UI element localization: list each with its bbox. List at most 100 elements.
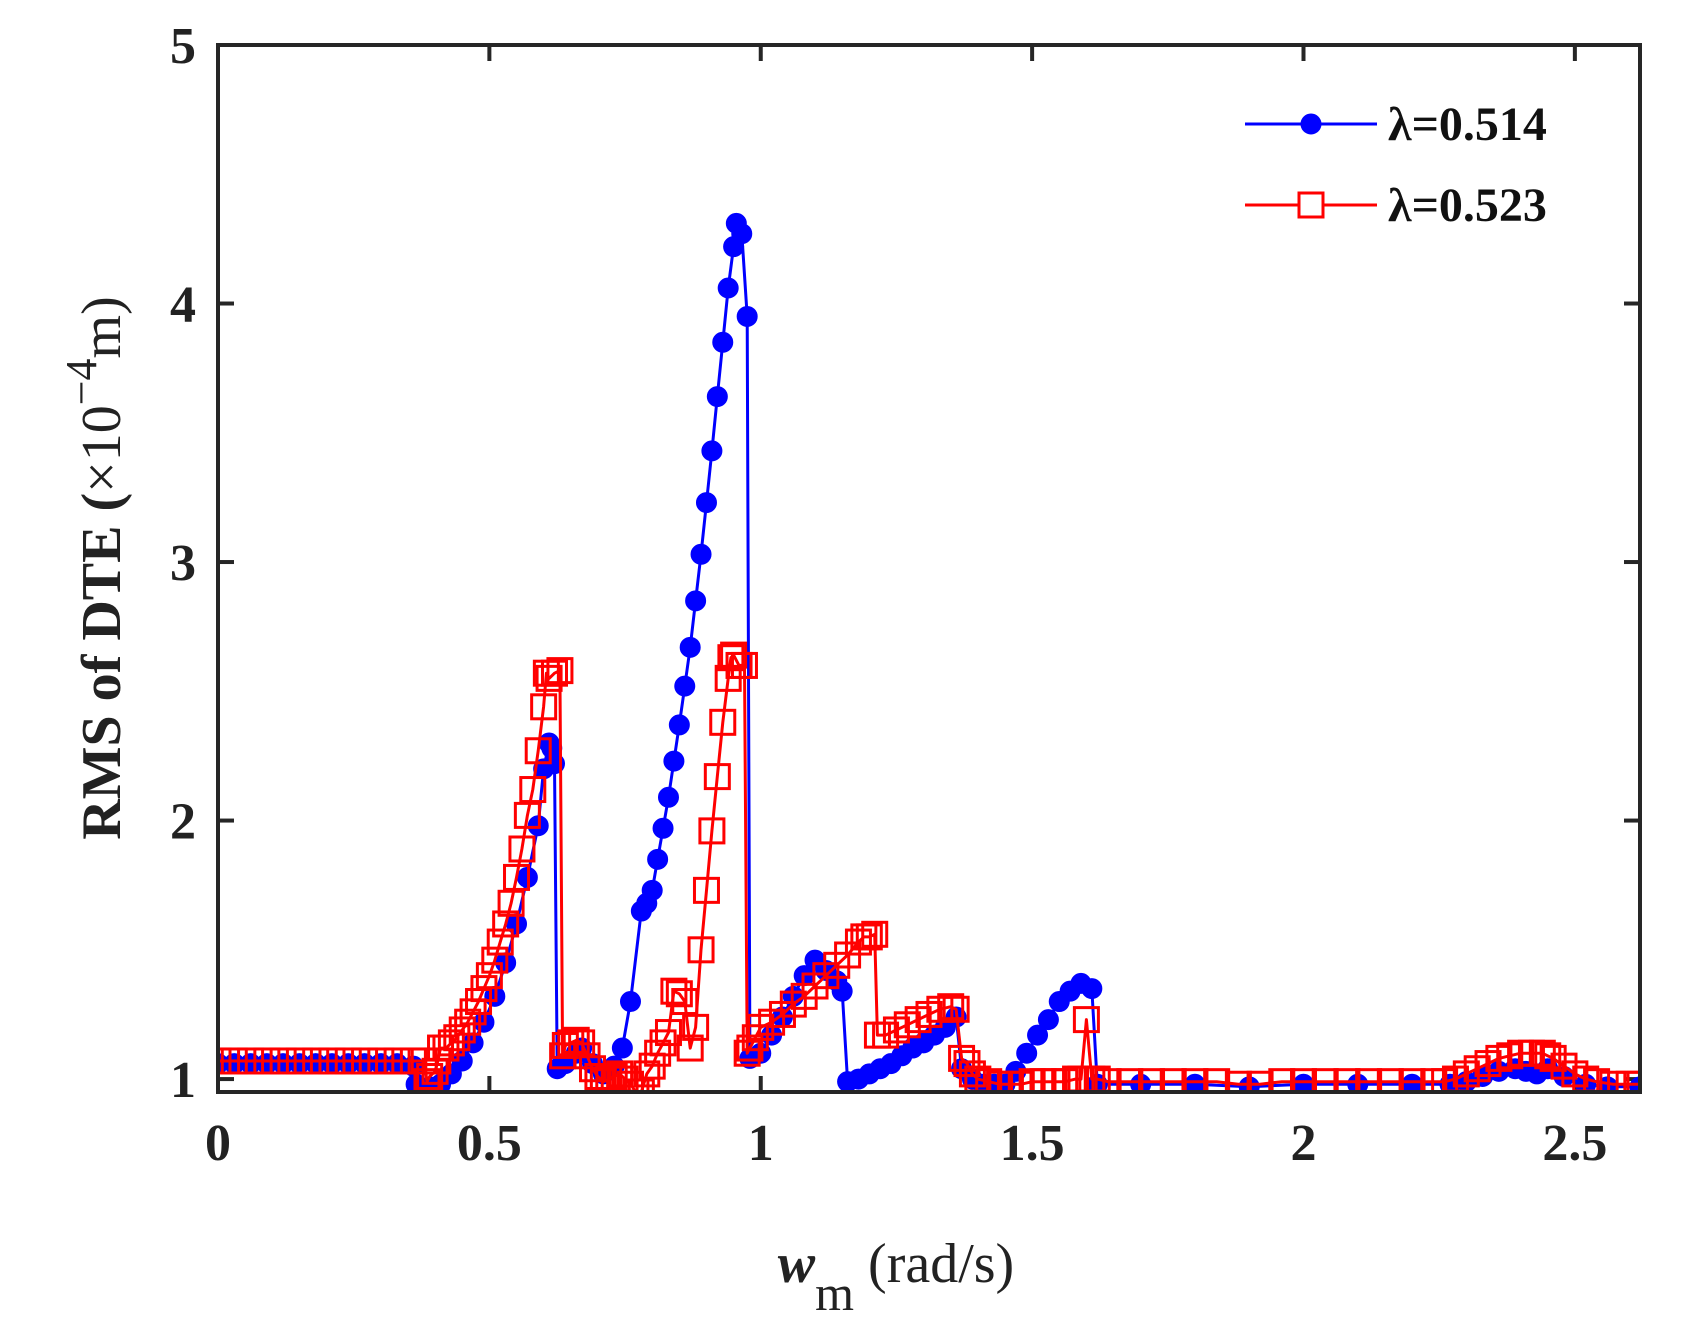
data-point: [1333, 1068, 1361, 1092]
data-point: [730, 651, 758, 679]
y-tick-label: 4: [170, 277, 196, 334]
data-point: [671, 988, 699, 1016]
y-axis-main: RMS of DTE (: [71, 493, 133, 840]
data-point: [1094, 1068, 1122, 1092]
x-tick-label: 2: [1290, 1115, 1316, 1172]
data-point: [351, 1047, 379, 1075]
data-point: [1027, 1024, 1049, 1046]
data-point: [519, 776, 547, 804]
data-point: [831, 980, 853, 1002]
data-point: [616, 1070, 644, 1092]
series-layer: [218, 212, 1640, 1092]
x-tick-label: 0: [205, 1115, 231, 1172]
data-point: [1268, 1068, 1296, 1092]
data-point: [1246, 1070, 1274, 1092]
data-point: [717, 644, 745, 672]
data-point: [1311, 1068, 1339, 1092]
data-point: [1037, 1009, 1059, 1031]
data-point: [1355, 1068, 1383, 1092]
data-point: [334, 1047, 362, 1075]
data-point: [619, 991, 641, 1013]
data-point: [541, 659, 569, 687]
data-point: [492, 910, 520, 938]
data-point: [682, 1013, 710, 1041]
data-point: [1203, 1068, 1231, 1092]
x-axis-title: wm (rad/s): [778, 1233, 1014, 1321]
data-point: [703, 763, 731, 791]
data-point: [733, 1039, 761, 1067]
data-point: [218, 1047, 232, 1075]
data-point: [611, 1037, 633, 1059]
y-axis-times: ×: [71, 461, 133, 493]
data-point: [942, 995, 970, 1023]
y-tick-label: 1: [170, 1052, 196, 1109]
data-point: [731, 223, 753, 245]
data-point: [975, 1068, 1003, 1092]
data-point: [546, 657, 574, 685]
x-tick-label: 2.5: [1542, 1115, 1607, 1172]
data-point: [1116, 1068, 1144, 1092]
data-point: [736, 305, 758, 327]
data-point: [302, 1047, 330, 1075]
data-point: [367, 1047, 395, 1075]
data-point: [649, 1029, 677, 1057]
x-tick-label: 0.5: [457, 1115, 522, 1172]
legend-label-0: λ=0.514: [1388, 98, 1547, 151]
data-point: [253, 1047, 281, 1075]
data-point: [695, 492, 717, 514]
x-axis-unit: (rad/s): [854, 1233, 1014, 1295]
data-point: [1534, 1042, 1562, 1070]
data-point: [1072, 1006, 1100, 1034]
data-point: [1376, 1068, 1404, 1092]
data-point: [709, 708, 737, 736]
x-axis-symbol: w: [778, 1233, 816, 1295]
data-point: [1626, 1070, 1640, 1092]
data-point: [481, 946, 509, 974]
data-point: [1583, 1068, 1611, 1092]
data-point: [654, 1019, 682, 1047]
y-tick-label: 5: [170, 18, 196, 75]
data-point: [383, 1047, 411, 1075]
data-point: [503, 863, 531, 891]
tick-labels: 0 0.5 1 1.5 2 2.5 1 2 3 4 5: [170, 18, 1607, 1172]
data-point: [937, 993, 965, 1021]
data-point: [475, 962, 503, 990]
y-axis-exponent: −4: [57, 358, 106, 405]
data-point: [269, 1047, 297, 1075]
data-point: [861, 920, 889, 948]
legend-marker-square: [1297, 191, 1325, 219]
data-point: [741, 1024, 769, 1052]
data-point: [237, 1047, 265, 1075]
data-point: [647, 848, 669, 870]
data-point: [1159, 1068, 1187, 1092]
y-axis-unit: m): [71, 296, 133, 358]
data-point: [1224, 1070, 1252, 1092]
data-point: [285, 1047, 313, 1075]
data-point: [513, 801, 541, 829]
data-point: [627, 1078, 655, 1092]
x-axis-subscript: m: [815, 1265, 854, 1321]
data-point: [652, 817, 674, 839]
data-point: [1181, 1068, 1209, 1092]
data-point: [530, 693, 558, 721]
data-point: [855, 923, 883, 951]
data-point: [706, 386, 728, 408]
plot-area: [218, 45, 1640, 1092]
data-point: [663, 750, 685, 772]
data-point: [508, 835, 536, 863]
y-axis-title: RMS of DTE (×10−4m): [57, 296, 133, 840]
data-point: [318, 1047, 346, 1075]
data-point: [1289, 1068, 1317, 1092]
series-1: [218, 641, 1640, 1092]
data-point: [1398, 1068, 1426, 1092]
data-point: [1138, 1068, 1166, 1092]
legend-label-1: λ=0.523: [1388, 179, 1547, 232]
data-point: [497, 889, 525, 917]
data-point: [665, 980, 693, 1008]
data-point: [416, 1062, 444, 1090]
plot-frame: [216, 43, 1642, 1094]
data-point: [679, 636, 701, 658]
data-point: [524, 737, 552, 765]
data-point: [1599, 1070, 1627, 1092]
